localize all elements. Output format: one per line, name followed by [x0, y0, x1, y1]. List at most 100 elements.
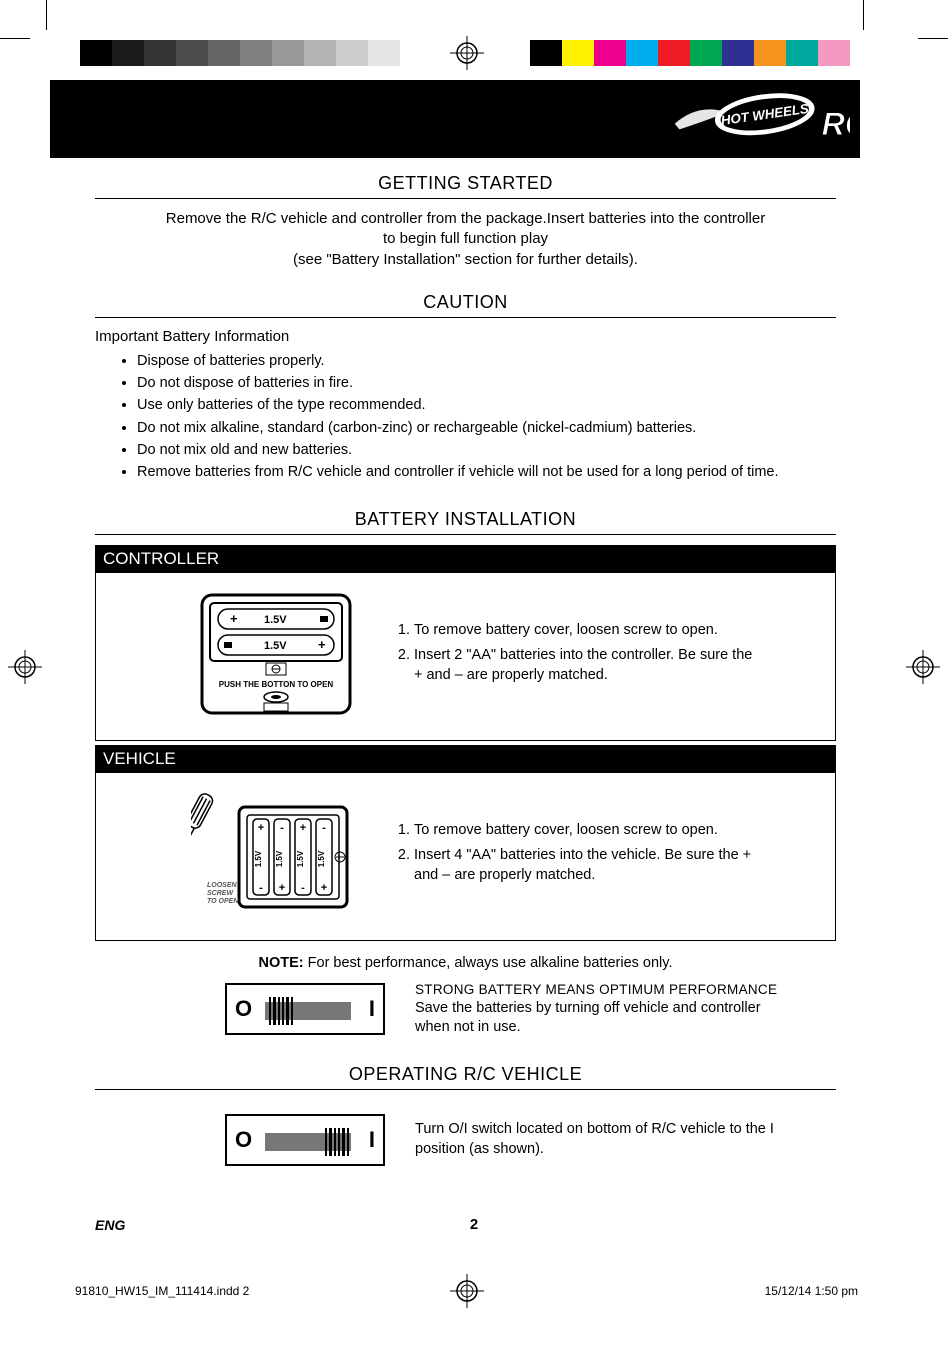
switch-diagram-off: O I — [225, 983, 385, 1035]
caution-subtitle: Important Battery Information — [95, 328, 836, 345]
swatch — [80, 40, 112, 66]
svg-text:+: + — [279, 882, 285, 894]
strong-battery-line: STRONG BATTERY MEANS OPTIMUM PERFORMANCE — [415, 981, 795, 999]
svg-text:-: - — [301, 882, 305, 894]
registration-mark-icon — [450, 36, 484, 75]
intro-line: Remove the R/C vehicle and controller fr… — [166, 210, 765, 227]
svg-text:-: - — [280, 822, 284, 834]
svg-text:LOOSEN: LOOSEN — [207, 882, 238, 889]
svg-text:TO OPEN: TO OPEN — [207, 898, 239, 905]
note-text: For best performance, always use alkalin… — [304, 955, 673, 971]
registration-mark-icon — [450, 1274, 484, 1313]
swatch — [304, 40, 336, 66]
controller-instructions: To remove battery cover, loosen screw to… — [396, 621, 819, 692]
switch-grip — [267, 995, 295, 1027]
intro-line: to begin full function play — [383, 230, 548, 247]
instruction-step: To remove battery cover, loosen screw to… — [414, 821, 759, 841]
switch-O-label: O — [235, 1127, 252, 1153]
svg-text:1.5V: 1.5V — [317, 850, 326, 867]
header-band: HOT WHEELS RC — [50, 80, 860, 158]
switch-off-text: STRONG BATTERY MEANS OPTIMUM PERFORMANCE… — [415, 981, 795, 1038]
registration-mark-icon — [8, 650, 42, 689]
instruction-step: Insert 2 "AA" batteries into the control… — [414, 646, 759, 685]
footer-indd-file: 91810_HW15_IM_111414.indd 2 — [75, 1284, 249, 1298]
caution-item: Remove batteries from R/C vehicle and co… — [137, 462, 836, 482]
controller-diagram: + 1.5V 1.5V + PUSH THE BOTTON TO OPEN — [196, 589, 356, 724]
svg-text:-: - — [259, 882, 263, 894]
controller-box: + 1.5V 1.5V + PUSH THE BOTTON TO OPEN — [95, 573, 836, 741]
svg-text:+: + — [300, 822, 306, 834]
svg-text:SCREW: SCREW — [207, 890, 234, 897]
caution-item: Dispose of batteries properly. — [137, 351, 836, 371]
print-colorbar-color — [530, 40, 850, 66]
svg-text:+: + — [230, 611, 238, 626]
svg-text:+: + — [321, 882, 327, 894]
caution-item: Do not mix alkaline, standard (carbon-zi… — [137, 418, 836, 438]
svg-text:+: + — [318, 637, 326, 652]
section-title-caution: CAUTION — [95, 284, 836, 318]
svg-text:1.5V: 1.5V — [264, 640, 287, 652]
instruction-step: To remove battery cover, loosen screw to… — [414, 621, 759, 641]
caution-item: Use only batteries of the type recommend… — [137, 395, 836, 415]
svg-text:1.5V: 1.5V — [296, 850, 305, 867]
swatch — [658, 40, 690, 66]
footer-date: 15/12/14 1:50 pm — [765, 1284, 858, 1298]
swatch — [530, 40, 562, 66]
switch-on-row: O I Turn O/I switch located on bottom of… — [225, 1114, 836, 1166]
crop-mark — [0, 38, 30, 39]
caution-item: Do not dispose of batteries in fire. — [137, 373, 836, 393]
crop-mark — [46, 0, 47, 30]
content: GETTING STARTED Remove the R/C vehicle a… — [95, 165, 836, 1166]
swatch — [818, 40, 850, 66]
intro-line: (see "Battery Installation" section for … — [293, 251, 638, 268]
vehicle-diagram: +-1.5V-+1.5V+-1.5V-+1.5V LOOSEN SCREW TO… — [191, 789, 356, 924]
crop-mark — [918, 38, 948, 39]
swatch — [722, 40, 754, 66]
section-title-operating: OPERATING R/C VEHICLE — [95, 1056, 836, 1090]
swatch — [176, 40, 208, 66]
swatch — [336, 40, 368, 66]
instruction-step: Insert 4 "AA" batteries into the vehicle… — [414, 846, 759, 885]
vehicle-instructions: To remove battery cover, loosen screw to… — [396, 821, 819, 892]
swatch — [240, 40, 272, 66]
hotwheels-rc-logo: HOT WHEELS RC — [670, 84, 850, 154]
switch-grip — [323, 1126, 351, 1158]
footer-page-number: 2 — [470, 1216, 478, 1233]
swatch — [144, 40, 176, 66]
section-title-getting-started: GETTING STARTED — [95, 165, 836, 199]
footer-language: ENG — [95, 1217, 125, 1233]
switch-diagram-on: O I — [225, 1114, 385, 1166]
swatch — [208, 40, 240, 66]
note-label: NOTE: — [259, 955, 304, 971]
swatch — [562, 40, 594, 66]
battery-note: NOTE: For best performance, always use a… — [95, 955, 836, 971]
swatch — [594, 40, 626, 66]
save-battery-text: Save the batteries by turning off vehicl… — [415, 999, 795, 1038]
vehicle-box: +-1.5V-+1.5V+-1.5V-+1.5V LOOSEN SCREW TO… — [95, 773, 836, 941]
print-colorbar-gray — [80, 40, 400, 66]
swatch — [690, 40, 722, 66]
swatch — [626, 40, 658, 66]
svg-text:PUSH THE BOTTON TO OPEN: PUSH THE BOTTON TO OPEN — [219, 680, 334, 689]
switch-on-text: Turn O/I switch located on bottom of R/C… — [415, 1120, 795, 1159]
controller-header: CONTROLLER — [95, 545, 836, 573]
swatch — [368, 40, 400, 66]
vehicle-header: VEHICLE — [95, 745, 836, 773]
switch-I-label: I — [369, 996, 375, 1022]
intro-text: Remove the R/C vehicle and controller fr… — [95, 209, 836, 270]
svg-text:-: - — [322, 822, 326, 834]
switch-I-label: I — [369, 1127, 375, 1153]
crop-mark — [863, 0, 864, 30]
caution-item: Do not mix old and new batteries. — [137, 440, 836, 460]
svg-text:1.5V: 1.5V — [264, 614, 287, 626]
registration-mark-icon — [906, 650, 940, 689]
page: HOT WHEELS RC GETTING STARTED Remove the… — [0, 0, 948, 1353]
switch-off-row: O I STRONG BATTERY MEANS OPTIMUM PERFORM… — [225, 981, 836, 1038]
section-title-battery: BATTERY INSTALLATION — [95, 501, 836, 535]
swatch — [112, 40, 144, 66]
swatch — [786, 40, 818, 66]
svg-text:+: + — [258, 822, 264, 834]
swatch — [272, 40, 304, 66]
switch-O-label: O — [235, 996, 252, 1022]
svg-text:1.5V: 1.5V — [254, 850, 263, 867]
